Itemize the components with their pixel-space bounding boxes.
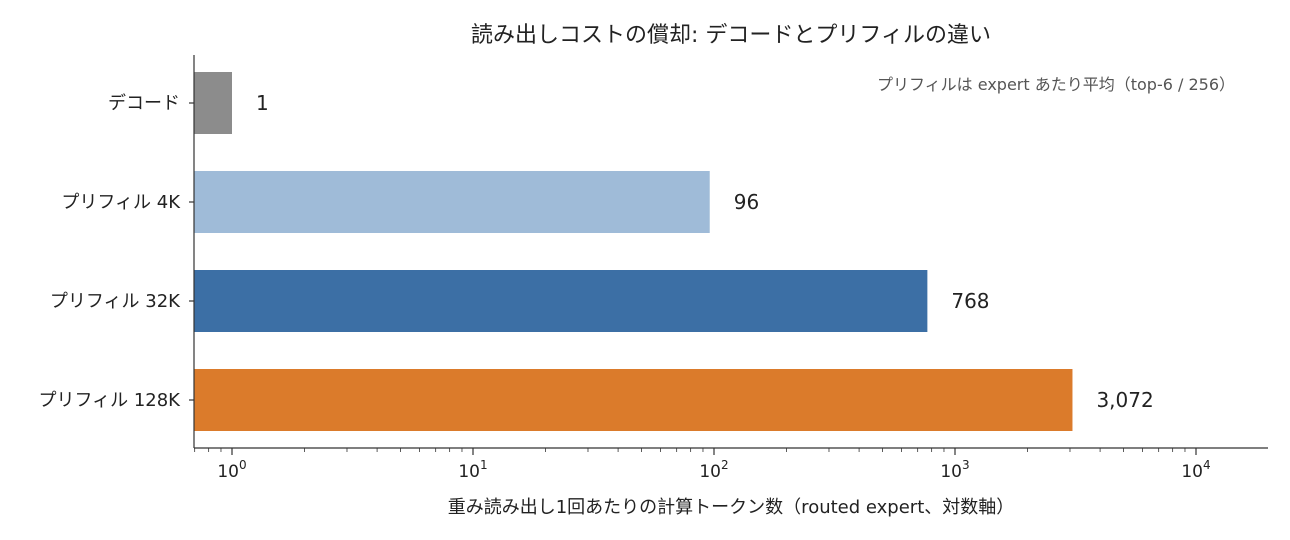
category-label-3: プリフィル 128K	[38, 390, 181, 411]
x-axis-ticks: 100 101 102 103 104	[194, 448, 1211, 482]
category-label-1: プリフィル 4K	[61, 192, 181, 213]
bar-2	[194, 270, 928, 332]
x-tick-label-3: 103	[940, 458, 969, 482]
chart-annotation: プリフィルは expert あたり平均（top-6 / 256）	[877, 75, 1235, 94]
x-axis-label: 重み読み出し1回あたりの計算トークン数（routed expert、対数軸）	[448, 497, 1015, 518]
chart-title: 読み出しコストの償却: デコードとプリフィルの違い	[471, 23, 991, 48]
bar-3	[194, 369, 1073, 431]
x-tick-label-0: 100	[217, 458, 246, 482]
bar-1	[194, 171, 710, 233]
value-label-2: 768	[951, 289, 989, 313]
x-tick-label-4: 104	[1181, 458, 1210, 482]
x-tick-label-2: 102	[699, 458, 728, 482]
category-label-0: デコード	[108, 93, 180, 114]
category-label-2: プリフィル 32K	[50, 291, 181, 312]
bars-group	[194, 72, 1073, 431]
value-label-1: 96	[734, 190, 759, 214]
bar-0	[194, 72, 232, 134]
value-label-0: 1	[256, 91, 269, 115]
x-tick-label-1: 101	[458, 458, 487, 482]
value-label-3: 3,072	[1096, 388, 1153, 412]
value-labels: 1 96 768 3,072	[256, 91, 1154, 412]
